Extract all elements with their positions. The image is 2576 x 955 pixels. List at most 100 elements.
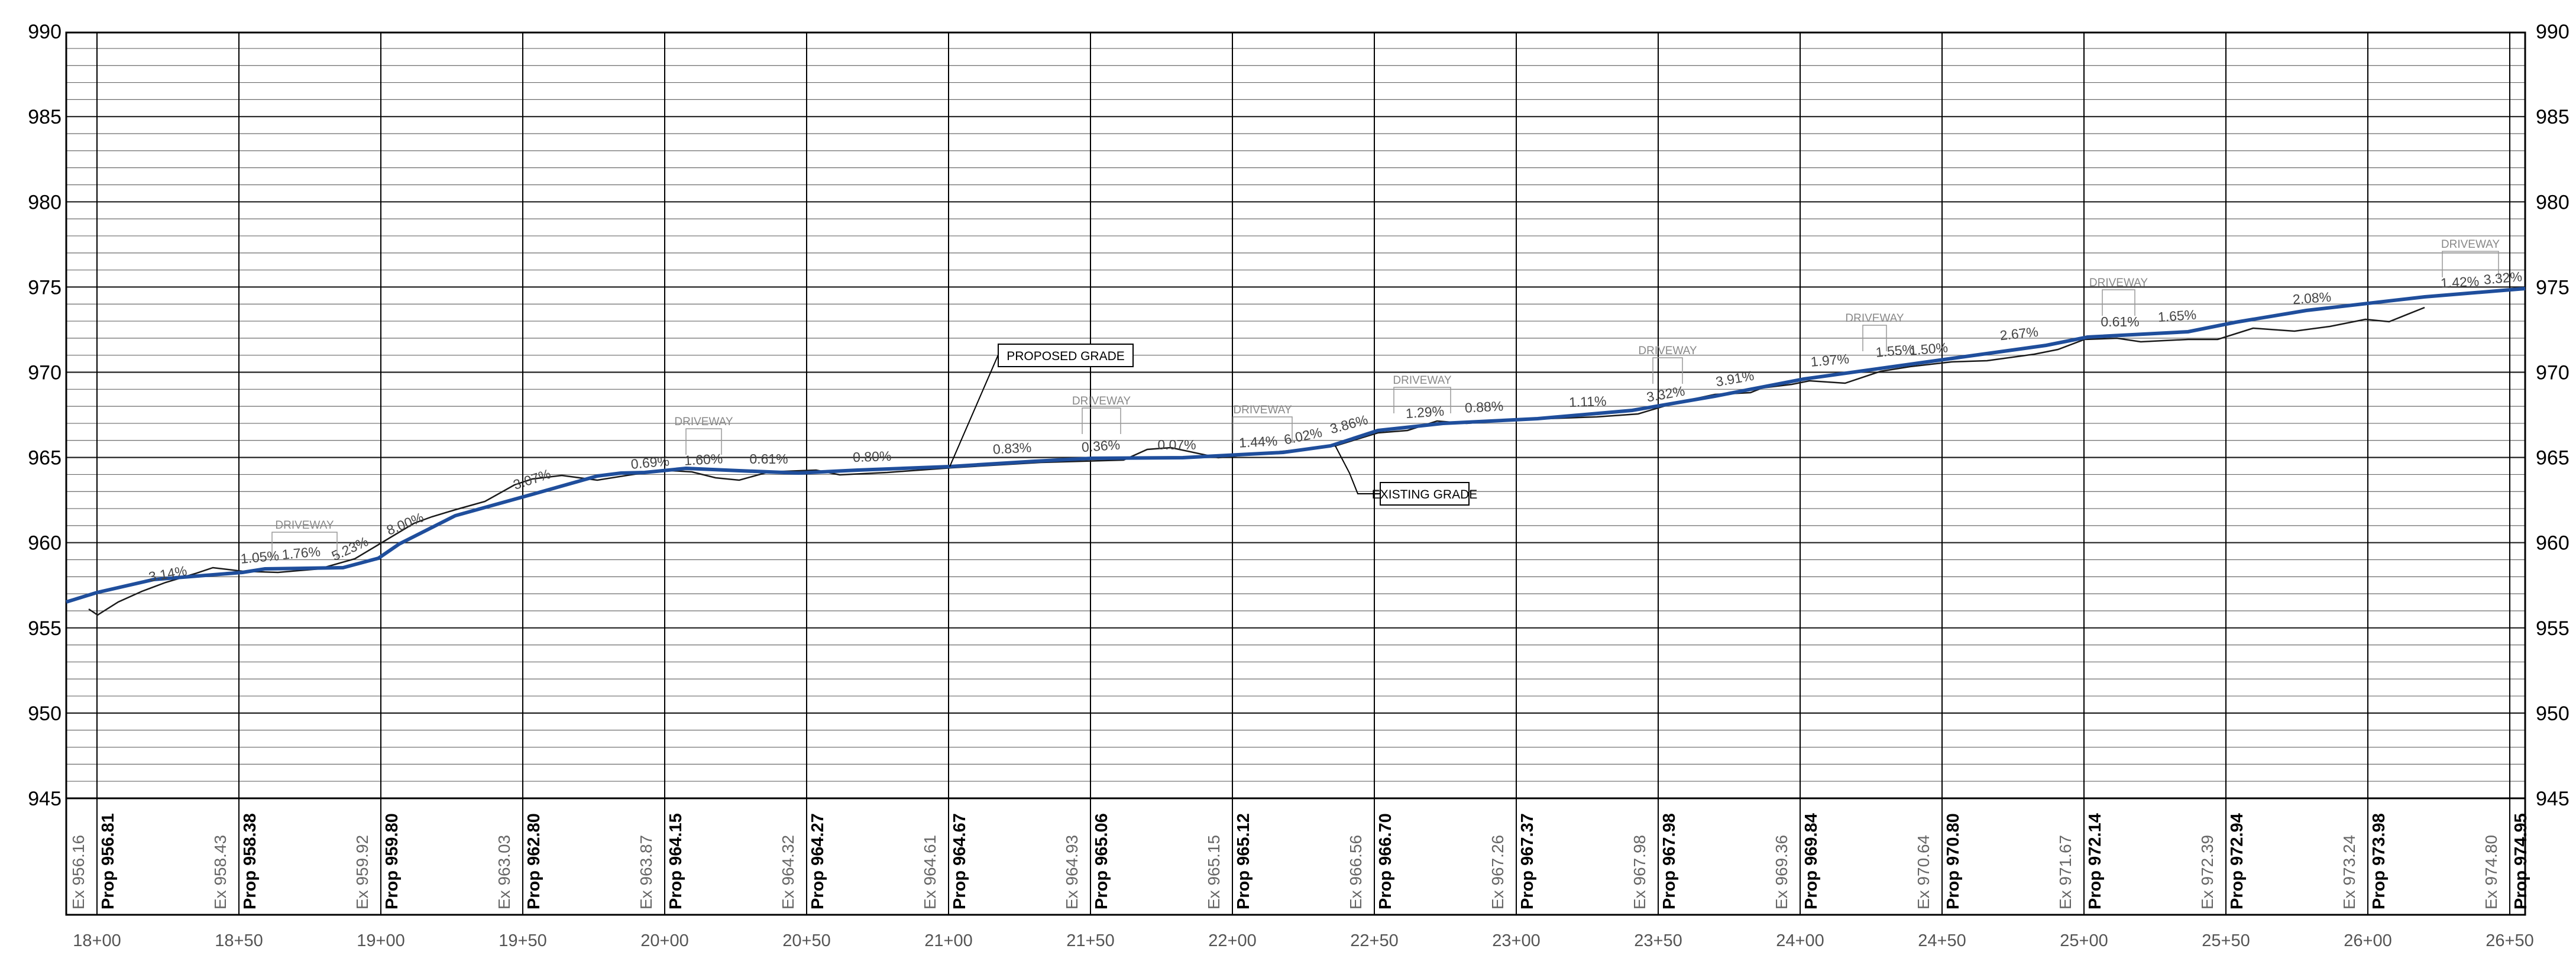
driveway-label: DRIVEWAY [1638, 345, 1697, 357]
proposed-elevation-label: Prop 964.27 [808, 813, 827, 909]
driveway-label: DRIVEWAY [1393, 374, 1452, 387]
proposed-elevation-label: Prop 972.94 [2228, 813, 2247, 909]
grade-percent-label: 1.97% [1810, 351, 1850, 370]
station-label: 24+50 [1918, 931, 1966, 950]
proposed-grade-box [998, 344, 1134, 367]
elevation-label-right: 990 [2536, 21, 2569, 43]
elevation-data-band: Ex 956.16 Prop 956.81 Ex 958.43 Prop 958.38… [69, 813, 2530, 909]
driveway-bracket [271, 532, 338, 558]
grade-percent-label: 1.50% [1909, 339, 1949, 358]
existing-elevation-label: Ex 974.80 [2482, 835, 2500, 909]
station-label: 22+50 [1350, 931, 1398, 950]
proposed-elevation-label: Prop 956.81 [99, 813, 118, 909]
grade-percent-label: 1.44% [1238, 433, 1277, 450]
driveway-label: DRIVEWAY [2441, 238, 2500, 251]
grade-percent-labels: 3.14%1.05% 1.76% 5.23%8.00%3.07%0.69% 1.60%… [147, 268, 2523, 584]
driveway-bracket [685, 428, 722, 455]
station-label: 18+50 [215, 931, 263, 950]
driveway-label: DRIVEWAY [674, 416, 733, 428]
driveway-bracket [2442, 251, 2499, 277]
proposed-elevation-label: Prop 970.80 [1944, 813, 1963, 909]
station-axis: 18+00 18+50 19+00 19+50 20+00 20+50 21+00 21+50… [73, 931, 2533, 950]
proposed-grade-line [66, 287, 2526, 604]
proposed-elevation-label: Prop 962.80 [525, 813, 543, 909]
station-label: 23+50 [1634, 931, 1682, 950]
existing-elevation-label: Ex 964.32 [779, 835, 797, 909]
elevation-label-left: 965 [28, 447, 62, 470]
grade-percent-label: 1.11% [1569, 393, 1607, 410]
station-label: 20+00 [640, 931, 688, 950]
existing-elevation-label: Ex 967.26 [1488, 835, 1507, 909]
grade-percent-label: 1.05% [240, 548, 280, 566]
grade-percent-label: 3.32% [2483, 268, 2523, 287]
existing-elevation-label: Ex 973.24 [2340, 835, 2358, 909]
grade-percent-label: 1.60% [684, 451, 723, 468]
station-label: 26+50 [2486, 931, 2533, 950]
grade-percent-label: 0.36% [1081, 437, 1121, 455]
existing-grade-label: EXISTING GRADE [1372, 488, 1478, 501]
elevation-label-left: 955 [28, 617, 62, 640]
existing-elevation-label: Ex 963.03 [495, 835, 513, 909]
elevation-label-left: 950 [28, 703, 62, 725]
station-label: 21+00 [924, 931, 972, 950]
driveway-label: DRIVEWAY [1233, 404, 1292, 416]
proposed-grade-callout: PROPOSED GRADE [949, 344, 1134, 467]
grade-percent-label: 1.65% [2157, 307, 2197, 325]
elevation-label-right: 945 [2536, 788, 2569, 810]
grade-percent-label: 1.42% [2440, 273, 2479, 290]
proposed-elevation-label: Prop 973.98 [2370, 813, 2389, 909]
elevation-label-right: 985 [2536, 106, 2569, 128]
driveway-bracket [1082, 407, 1121, 434]
proposed-elevation-label: Prop 965.06 [1092, 813, 1111, 909]
existing-elevation-label: Ex 959.92 [353, 835, 371, 909]
driveway-bracket [1393, 387, 1451, 413]
station-label: 23+00 [1492, 931, 1540, 950]
station-label: 25+00 [2060, 931, 2108, 950]
driveway-bracket [1232, 416, 1293, 443]
proposed-elevation-label: Prop 969.84 [1802, 813, 1821, 909]
proposed-elevation-label: Prop 967.98 [1660, 813, 1679, 909]
proposed-elevation-label: Prop 958.38 [241, 813, 260, 909]
proposed-elevation-label: Prop 959.80 [383, 813, 402, 909]
elevation-label-left: 975 [28, 276, 62, 299]
driveway-label: DRIVEWAY [275, 519, 334, 532]
station-label: 19+00 [357, 931, 404, 950]
station-label: 18+00 [73, 931, 121, 950]
grade-percent-label: 0.69% [630, 453, 670, 472]
existing-elevation-label: Ex 956.16 [69, 835, 88, 909]
elevation-label-left: 980 [28, 191, 62, 213]
elevation-label-right: 955 [2536, 617, 2569, 640]
grade-percent-label: 2.08% [2292, 289, 2332, 307]
grade-percent-label: 0.61% [2101, 314, 2139, 329]
existing-elevation-label: Ex 972.39 [2198, 835, 2216, 909]
existing-elevation-label: Ex 970.64 [1914, 835, 1933, 909]
elevation-label-left: 970 [28, 362, 62, 384]
proposed-elevation-label: Prop 964.15 [666, 813, 685, 909]
driveway-label: DRIVEWAY [2089, 277, 2148, 289]
grade-percent-label: 0.88% [1464, 398, 1503, 415]
profile-frame [65, 31, 2526, 916]
existing-elevation-label: Ex 958.43 [211, 835, 229, 909]
grade-percent-label: 1.29% [1405, 403, 1445, 421]
elevation-axis-right: 990 985 980 975 970 965 960 955 950 945 [2536, 21, 2569, 810]
elevation-label-right: 950 [2536, 703, 2569, 725]
elevation-label-left: 985 [28, 106, 62, 128]
existing-elevation-label: Ex 964.61 [921, 835, 939, 909]
driveway-label: DRIVEWAY [1072, 395, 1131, 407]
proposed-elevation-label: Prop 967.37 [1518, 813, 1537, 909]
station-label: 19+50 [499, 931, 546, 950]
driveway-label: DRIVEWAY [1845, 312, 1904, 325]
proposed-elevation-label: Prop 965.12 [1234, 813, 1253, 909]
station-label: 22+00 [1208, 931, 1256, 950]
driveway-bracket [1652, 357, 1683, 384]
existing-elevation-label: Ex 967.98 [1630, 835, 1649, 909]
existing-elevation-label: Ex 963.87 [637, 835, 655, 909]
elevation-label-right: 965 [2536, 447, 2569, 470]
driveway-bracket [2102, 289, 2135, 316]
horizontal-grid [66, 48, 2525, 799]
station-label: 20+50 [782, 931, 830, 950]
grade-percent-label: 1.55% [1875, 341, 1915, 360]
existing-grade-leader [1335, 445, 1380, 494]
